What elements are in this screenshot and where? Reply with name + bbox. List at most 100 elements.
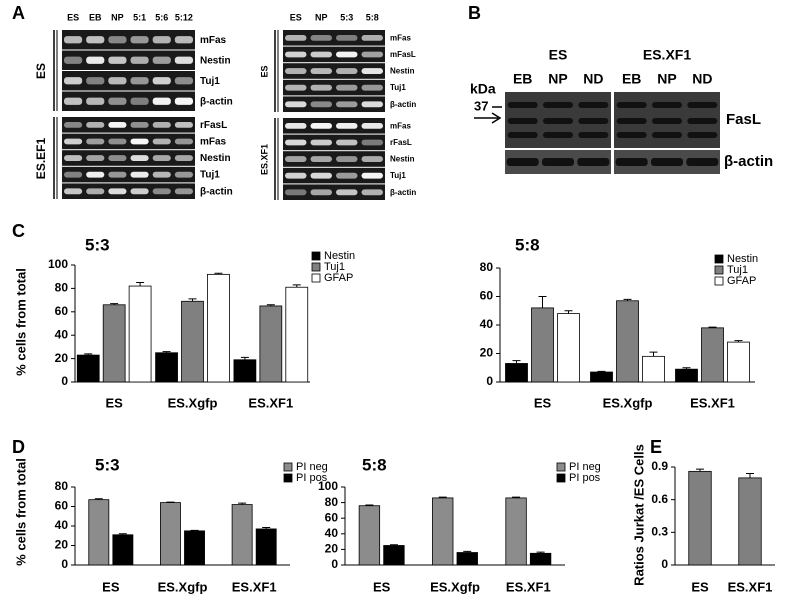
error-bar	[188, 298, 197, 302]
legend-swatch	[556, 462, 566, 472]
bar	[505, 363, 528, 383]
gel-band	[361, 84, 383, 91]
error-bar	[512, 360, 521, 364]
gel-band	[86, 36, 105, 44]
lane-label: 5:8	[366, 12, 379, 22]
blot-band	[652, 102, 682, 108]
blot-band	[652, 118, 682, 124]
panel-letter: A	[12, 3, 25, 23]
gel-strip	[62, 133, 195, 150]
gel-band	[336, 189, 358, 196]
x-tick-label: ES	[105, 395, 123, 410]
legend-swatch	[714, 265, 724, 275]
error-bar	[118, 533, 127, 535]
gel-band	[285, 156, 307, 162]
gel-band	[130, 97, 149, 105]
lane-label: ES	[290, 12, 302, 22]
gel-band	[174, 97, 193, 105]
gel-band	[336, 156, 358, 162]
gel-strip	[283, 167, 385, 184]
bar	[590, 371, 613, 383]
gel-band	[64, 121, 83, 128]
x-tick-label: ES	[534, 395, 552, 410]
gel-band	[361, 34, 383, 41]
gel-band	[336, 84, 358, 91]
blot-band	[506, 158, 539, 166]
y-tick-label: 0.9	[651, 459, 668, 473]
gel-band	[285, 68, 307, 74]
y-tick-label: 100	[318, 479, 338, 493]
group-label: ES.XF1	[259, 144, 269, 175]
gel-band	[361, 139, 383, 146]
lane-label: 5:3	[340, 12, 353, 22]
row-label: mFas	[390, 121, 411, 130]
y-axis-label: % cells from total	[13, 458, 28, 566]
gel-band	[310, 139, 332, 146]
bar	[88, 499, 110, 566]
blot-band	[543, 118, 573, 124]
gel-band	[108, 188, 127, 195]
bar	[128, 285, 152, 383]
group-label: ES	[549, 47, 568, 63]
blot-band	[578, 132, 609, 138]
row-label: Nestin	[200, 153, 231, 164]
legend-label: PI neg	[569, 461, 601, 473]
error-bar	[649, 351, 658, 357]
error-bar	[696, 468, 704, 472]
gel-strip	[283, 63, 385, 79]
panel-letter: D	[12, 437, 25, 457]
gel-strip	[62, 30, 195, 50]
group-label: ES.EF1	[34, 138, 48, 180]
gel-band	[174, 36, 193, 44]
error-bar	[597, 370, 606, 373]
blot-band	[687, 102, 718, 108]
y-tick-label: 20	[325, 542, 339, 556]
bar	[675, 368, 698, 383]
x-tick-label: ES.XF1	[232, 579, 277, 594]
gel-band	[310, 156, 332, 162]
row-label: Nestin	[200, 55, 231, 66]
legend-label: GFAP	[727, 275, 756, 287]
gel-strip	[283, 79, 385, 96]
bar	[642, 355, 665, 383]
blot-band	[616, 102, 647, 108]
row-label: β-actin	[390, 100, 416, 109]
error-bar	[136, 282, 145, 287]
bar	[255, 528, 277, 566]
y-tick-label: 0.3	[651, 525, 668, 539]
bar	[616, 300, 639, 383]
gel-strip	[62, 91, 195, 111]
bar	[383, 545, 405, 566]
legend-swatch	[311, 273, 321, 283]
gel-band	[130, 121, 149, 128]
blot-band	[507, 102, 538, 108]
gel-band	[285, 34, 307, 41]
blot-band	[578, 102, 609, 108]
lane-label: ND	[583, 71, 603, 87]
bar	[529, 552, 552, 566]
y-axis-label: % cells from total	[13, 268, 28, 376]
lane-label: EB	[89, 12, 102, 22]
gel-band	[336, 34, 358, 41]
x-tick-label: ES.Xgfp	[168, 395, 218, 410]
row-label: Nestin	[390, 67, 415, 76]
gel-band	[86, 171, 105, 178]
bar	[155, 352, 178, 383]
lane-label: 5:6	[155, 12, 168, 22]
error-bar	[94, 498, 103, 500]
x-tick-label: ES	[691, 579, 709, 594]
gel-band	[64, 155, 83, 161]
error-bar	[214, 272, 223, 275]
gel-band	[152, 56, 171, 64]
gel-band	[174, 138, 193, 145]
gel-band	[310, 172, 332, 179]
gel-band	[310, 34, 332, 41]
y-tick-label: 40	[55, 327, 69, 341]
legend-swatch	[283, 462, 293, 472]
y-tick-label: 0	[61, 374, 68, 388]
gel-strip	[62, 166, 195, 183]
row-label: Nestin	[390, 155, 415, 164]
lane-label: 5:1	[133, 12, 146, 22]
row-label: rFasL	[390, 138, 412, 147]
gel-band	[310, 68, 332, 74]
